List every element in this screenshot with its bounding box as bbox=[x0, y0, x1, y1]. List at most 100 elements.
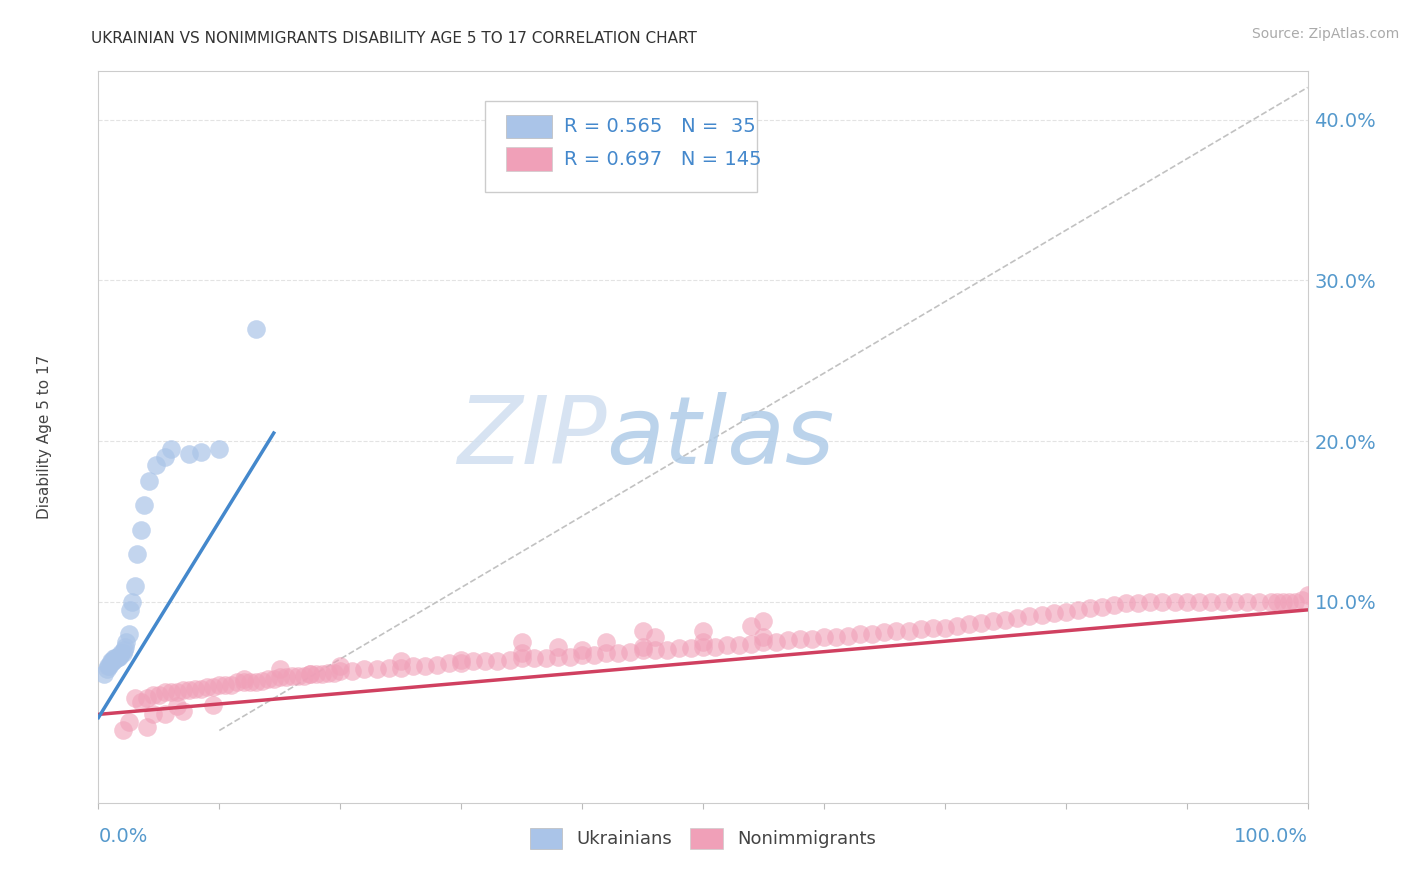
FancyBboxPatch shape bbox=[485, 101, 758, 192]
Point bbox=[558, 649, 581, 664]
Point bbox=[111, 646, 134, 660]
Point bbox=[1296, 589, 1319, 603]
Point bbox=[1163, 595, 1185, 609]
Point bbox=[752, 630, 775, 644]
Point bbox=[523, 651, 546, 665]
Point bbox=[97, 659, 120, 673]
Text: Disability Age 5 to 17: Disability Age 5 to 17 bbox=[37, 355, 52, 519]
Point bbox=[1031, 607, 1053, 622]
Point bbox=[631, 643, 654, 657]
Point bbox=[837, 629, 859, 643]
Point bbox=[202, 698, 225, 712]
Text: ZIP: ZIP bbox=[457, 392, 606, 483]
Point bbox=[413, 659, 436, 673]
Point bbox=[571, 643, 593, 657]
Point bbox=[160, 685, 183, 699]
Point bbox=[111, 723, 134, 738]
Point bbox=[668, 641, 690, 656]
Point bbox=[179, 447, 201, 461]
Point bbox=[1091, 599, 1114, 614]
Point bbox=[486, 654, 509, 668]
Point bbox=[226, 675, 249, 690]
Point bbox=[287, 669, 309, 683]
Point bbox=[232, 675, 254, 690]
Point bbox=[115, 635, 138, 649]
Point bbox=[342, 664, 364, 678]
Point bbox=[93, 667, 115, 681]
Point bbox=[214, 678, 236, 692]
Point bbox=[263, 672, 285, 686]
Point bbox=[107, 649, 129, 664]
Point bbox=[208, 442, 231, 457]
Point bbox=[100, 654, 122, 668]
Point bbox=[981, 614, 1004, 628]
Point bbox=[329, 664, 352, 678]
Point bbox=[692, 640, 714, 654]
Point bbox=[274, 670, 297, 684]
Point bbox=[1078, 601, 1101, 615]
Point bbox=[934, 621, 956, 635]
Point bbox=[534, 651, 557, 665]
Point bbox=[179, 683, 201, 698]
Point bbox=[752, 635, 775, 649]
Point bbox=[728, 638, 751, 652]
Point bbox=[323, 665, 346, 680]
Point bbox=[129, 694, 152, 708]
Point bbox=[145, 458, 167, 473]
Point bbox=[402, 659, 425, 673]
Point bbox=[232, 672, 254, 686]
Point bbox=[1018, 609, 1040, 624]
Point bbox=[800, 632, 823, 646]
Point bbox=[1199, 595, 1222, 609]
Point bbox=[957, 617, 980, 632]
Point bbox=[510, 635, 533, 649]
Point bbox=[897, 624, 920, 638]
Point bbox=[129, 523, 152, 537]
Point bbox=[105, 651, 128, 665]
Point bbox=[921, 621, 943, 635]
Point bbox=[299, 667, 322, 681]
Point bbox=[127, 547, 149, 561]
Point bbox=[547, 640, 569, 654]
Point bbox=[250, 673, 273, 688]
Point bbox=[104, 651, 127, 665]
Point bbox=[311, 667, 333, 681]
Point bbox=[292, 669, 315, 683]
Point bbox=[153, 707, 176, 722]
Point bbox=[692, 635, 714, 649]
Point bbox=[256, 672, 278, 686]
Point bbox=[190, 681, 212, 696]
Point bbox=[148, 688, 170, 702]
Point bbox=[946, 619, 969, 633]
Point bbox=[112, 643, 135, 657]
Point bbox=[655, 643, 678, 657]
Point bbox=[96, 662, 118, 676]
Point bbox=[789, 632, 811, 646]
Point bbox=[1272, 595, 1295, 609]
Point bbox=[305, 667, 328, 681]
Point bbox=[426, 657, 449, 672]
Point bbox=[510, 646, 533, 660]
Point bbox=[1054, 605, 1077, 619]
Point bbox=[118, 627, 141, 641]
Text: R = 0.565   N =  35: R = 0.565 N = 35 bbox=[564, 117, 755, 136]
Point bbox=[474, 654, 496, 668]
Point bbox=[450, 656, 472, 670]
Point bbox=[510, 651, 533, 665]
Point bbox=[1223, 595, 1246, 609]
Point bbox=[108, 648, 131, 662]
Point bbox=[389, 661, 412, 675]
Point bbox=[103, 653, 125, 667]
Point bbox=[124, 579, 146, 593]
Point bbox=[1152, 595, 1174, 609]
Point bbox=[245, 321, 267, 335]
Point bbox=[184, 681, 207, 696]
Point bbox=[450, 653, 472, 667]
Point bbox=[692, 624, 714, 638]
Point bbox=[142, 707, 165, 722]
Point bbox=[281, 669, 304, 683]
Point bbox=[571, 648, 593, 662]
Point bbox=[825, 630, 848, 644]
Point bbox=[619, 645, 641, 659]
Text: R = 0.697   N = 145: R = 0.697 N = 145 bbox=[564, 150, 762, 169]
